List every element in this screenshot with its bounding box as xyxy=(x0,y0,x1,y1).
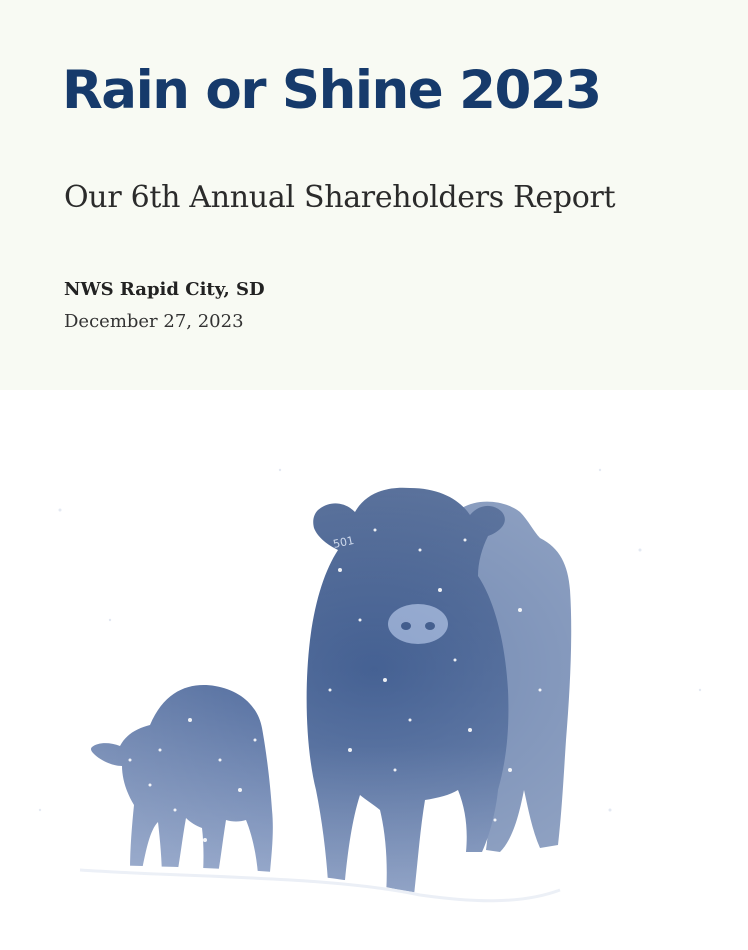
report-title: Rain or Shine 2023 xyxy=(62,60,602,121)
report-header: Rain or Shine 2023 Our 6th Annual Shareh… xyxy=(0,0,748,390)
report-date: December 27, 2023 xyxy=(64,311,244,332)
cattle-in-snowstorm-image: 501 xyxy=(0,390,748,950)
report-subtitle: Our 6th Annual Shareholders Report xyxy=(64,180,616,215)
cover-photo: 501 xyxy=(0,390,748,950)
organization-name: NWS Rapid City, SD xyxy=(64,279,265,300)
